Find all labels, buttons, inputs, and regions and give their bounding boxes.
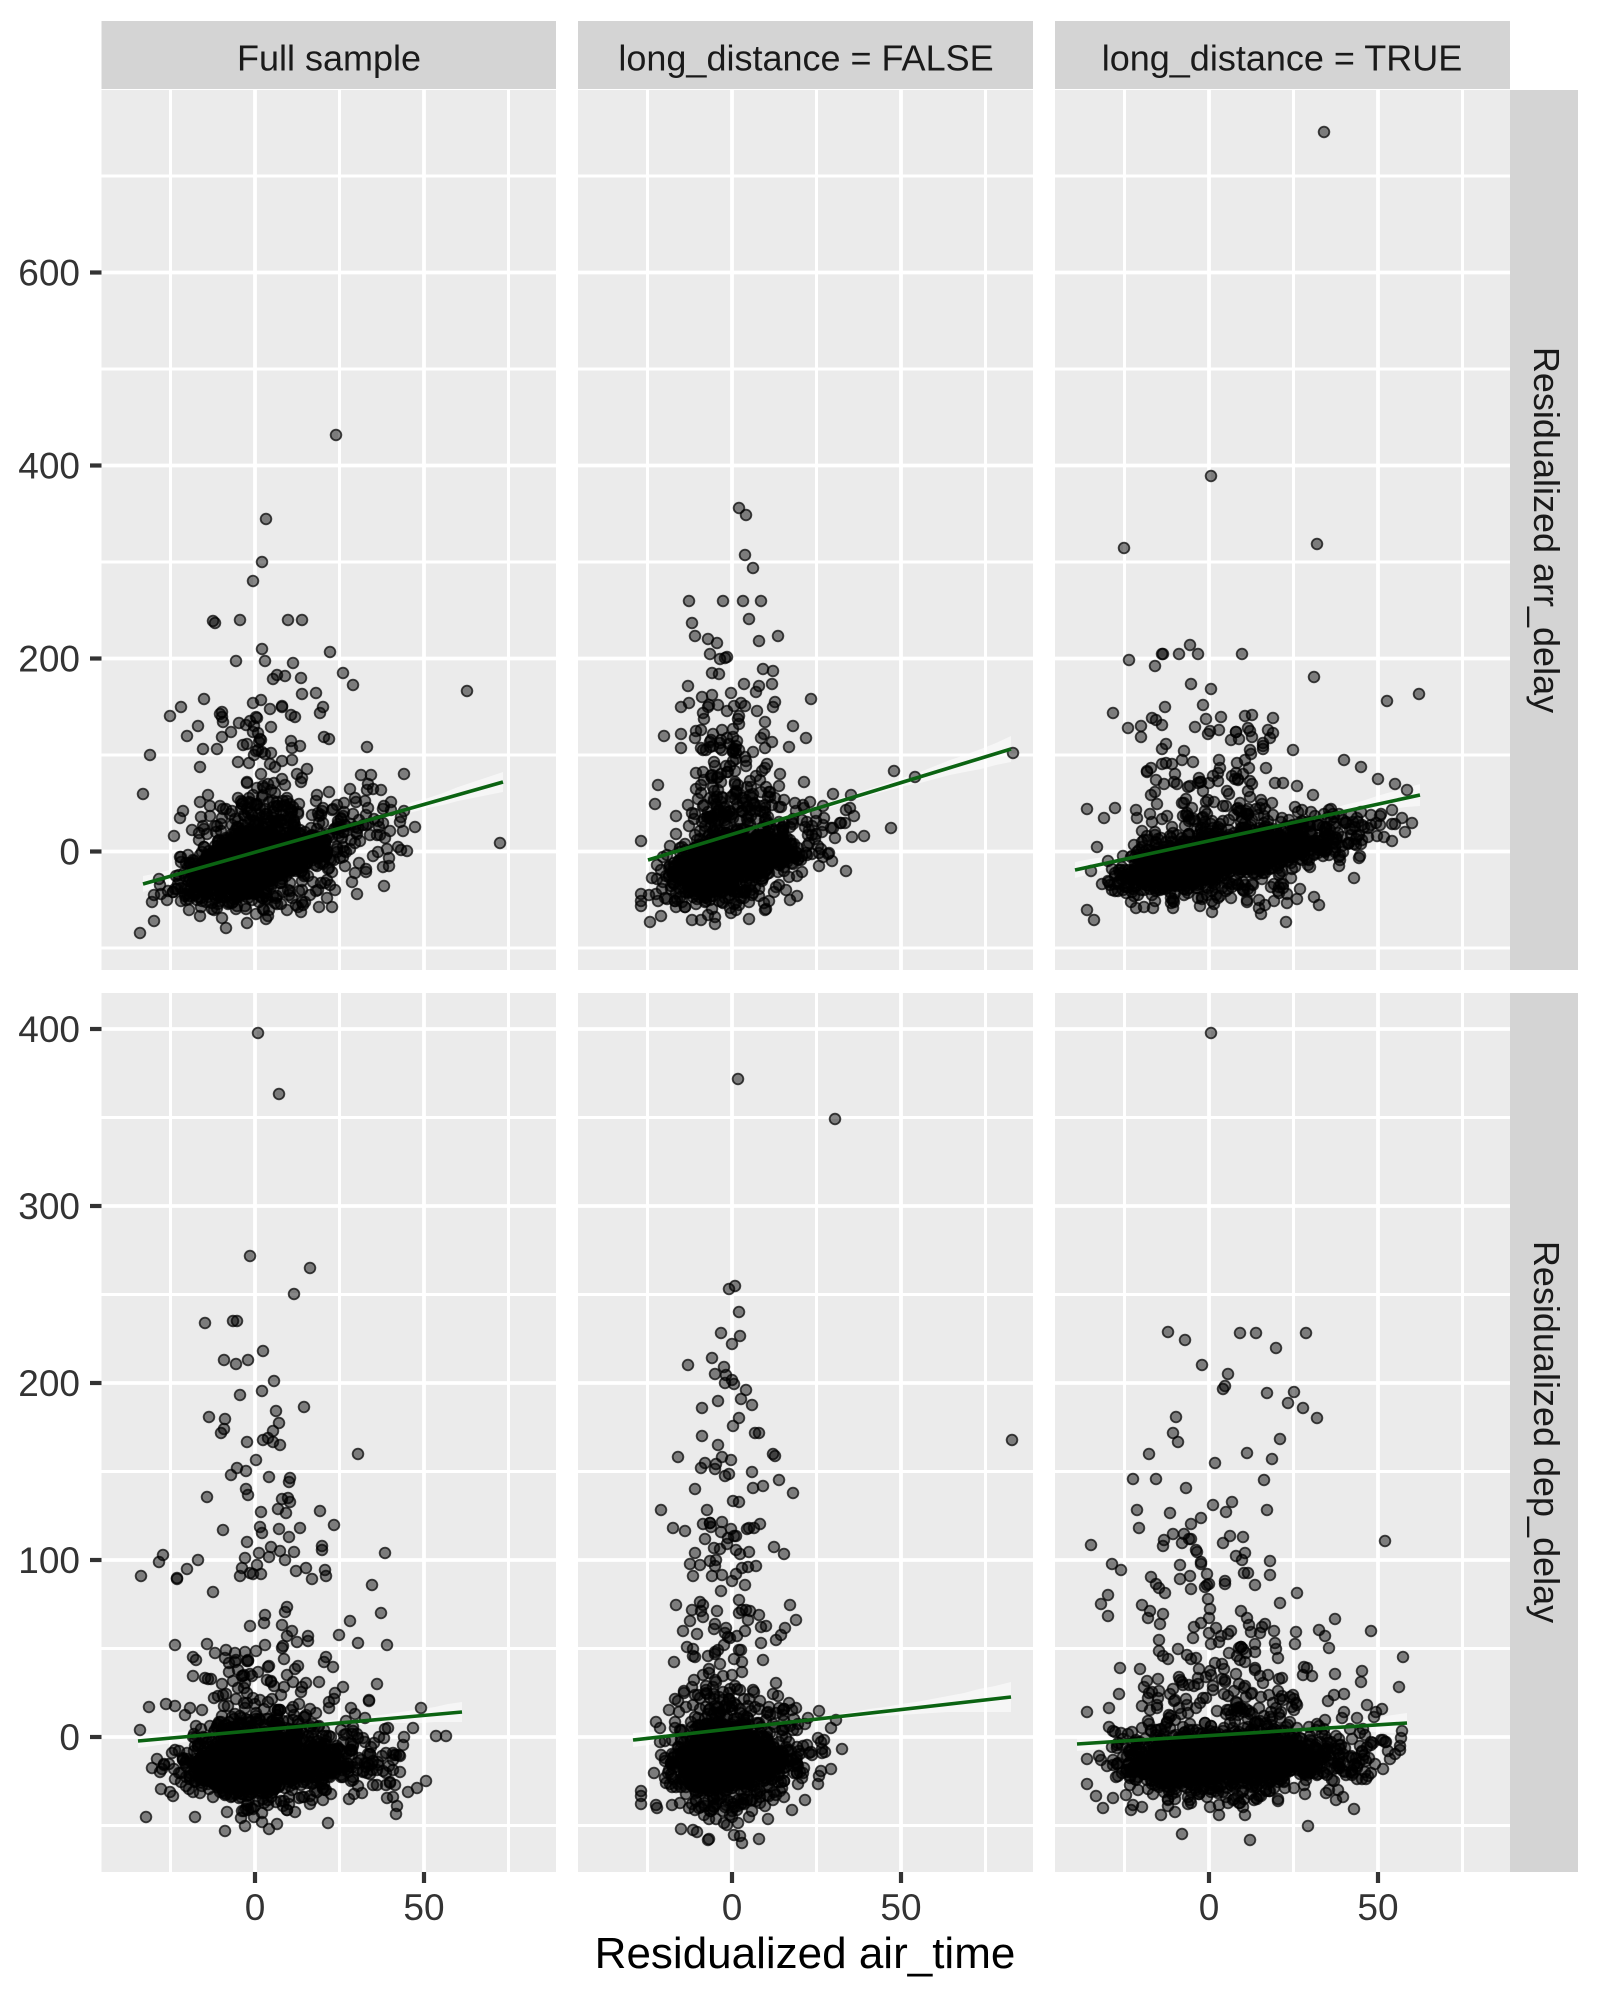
svg-text:400: 400 [18,1009,80,1050]
svg-text:Residualized dep_delay: Residualized dep_delay [1526,1241,1567,1623]
svg-text:100: 100 [18,1540,80,1581]
svg-text:0: 0 [59,1717,80,1758]
svg-text:50: 50 [1357,1887,1398,1928]
svg-text:0: 0 [59,832,80,873]
svg-text:0: 0 [1199,1887,1220,1928]
svg-text:Residualized arr_delay: Residualized arr_delay [1526,347,1567,713]
svg-text:50: 50 [880,1887,921,1928]
svg-text:long_distance = FALSE: long_distance = FALSE [618,38,993,79]
svg-text:400: 400 [18,446,80,487]
svg-text:Residualized air_time: Residualized air_time [595,1929,1016,1978]
svg-text:Full sample: Full sample [237,38,421,79]
svg-text:200: 200 [18,639,80,680]
svg-text:0: 0 [245,1887,266,1928]
svg-text:600: 600 [18,253,80,294]
svg-text:50: 50 [403,1887,444,1928]
svg-text:300: 300 [18,1186,80,1227]
svg-text:0: 0 [722,1887,743,1928]
svg-text:long_distance = TRUE: long_distance = TRUE [1102,38,1463,79]
svg-text:200: 200 [18,1363,80,1404]
